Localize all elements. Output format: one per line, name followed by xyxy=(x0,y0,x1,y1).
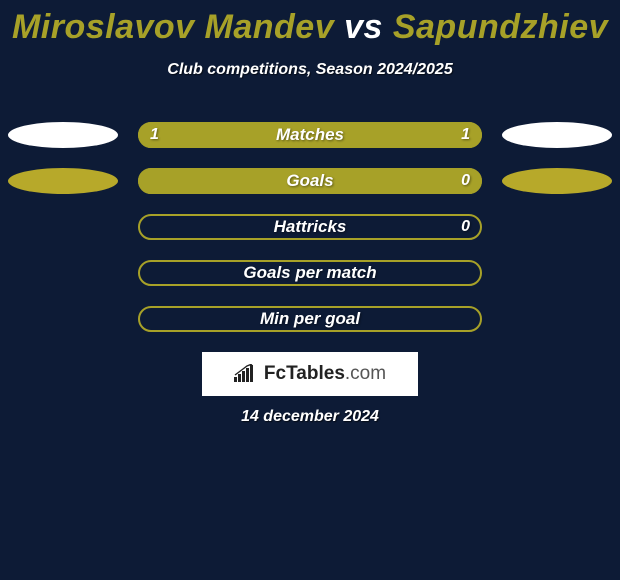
indicator-right xyxy=(502,168,612,194)
stat-value-right: 0 xyxy=(461,214,470,240)
stat-label: Goals per match xyxy=(138,260,482,286)
stat-row: Min per goal xyxy=(0,306,620,336)
stat-row: Matches1 1 xyxy=(0,122,620,152)
stat-label: Hattricks xyxy=(138,214,482,240)
page-title: Miroslavov Mandev vs Sapundzhiev xyxy=(0,8,620,47)
stat-label: Matches xyxy=(138,122,482,148)
stat-label: Min per goal xyxy=(138,306,482,332)
indicator-left xyxy=(8,122,118,148)
indicator-right xyxy=(502,122,612,148)
stat-value-right: 0 xyxy=(461,168,470,194)
stat-row: Goals per match xyxy=(0,260,620,290)
stat-value-left: 1 xyxy=(150,122,159,148)
stat-row: Hattricks0 xyxy=(0,214,620,244)
stat-value-right: 1 xyxy=(461,122,470,148)
logo-text: FcTables.com xyxy=(264,363,386,385)
subtitle: Club competitions, Season 2024/2025 xyxy=(0,61,620,79)
source-logo: FcTables.com xyxy=(202,352,418,396)
indicator-left xyxy=(8,168,118,194)
comparison-chart: Matches11Goals0Hattricks0Goals per match… xyxy=(0,122,620,352)
date-caption: 14 december 2024 xyxy=(0,408,620,426)
stat-label: Goals xyxy=(138,168,482,194)
stat-row: Goals0 xyxy=(0,168,620,198)
bar-chart-icon xyxy=(234,364,258,384)
